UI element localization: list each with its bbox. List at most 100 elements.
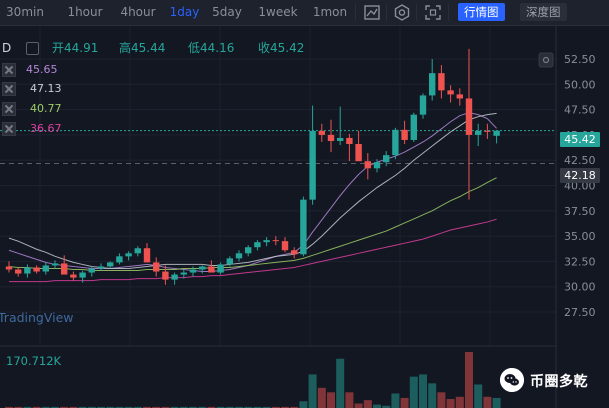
volume-bar [400,397,409,408]
candle-body[interactable] [300,199,307,255]
candle-body[interactable] [199,266,206,270]
volume-bar [115,406,124,408]
interval-1mon[interactable]: 1mon [312,5,348,19]
candle-body[interactable] [217,264,224,273]
candle-body[interactable] [401,129,408,140]
depth-chart-button[interactable]: 深度图 [520,3,567,21]
candle-body[interactable] [419,95,427,115]
volume-bar [455,396,464,408]
candle-body[interactable] [475,130,482,135]
candle-body[interactable] [373,162,381,169]
candle-body[interactable] [171,274,178,280]
volume-bar [32,406,41,408]
interval-1week[interactable]: 1week [258,5,298,19]
candle-body[interactable] [24,267,31,274]
candle-body[interactable] [456,94,463,99]
settings-gear-icon[interactable] [392,3,412,22]
candle-body[interactable] [438,73,445,91]
candlestick-chart[interactable]: 52.5050.0047.5045.0042.5040.0037.5035.00… [0,26,609,408]
volume-bar [391,393,400,408]
candle-body[interactable] [79,272,86,278]
interval-1hour[interactable]: 1hour [67,5,103,19]
candle-body[interactable] [134,248,141,254]
candle-body[interactable] [383,155,390,163]
close-value: 45.42 [270,41,305,55]
market-chart-button[interactable]: 行情图 [458,3,505,21]
candle-body[interactable] [189,269,197,273]
volume-bar [23,406,32,408]
remove-ma-icon[interactable] [2,122,16,136]
volume-bar [446,399,455,408]
candle-body[interactable] [180,272,187,275]
candle-body[interactable] [429,73,436,96]
candle-body[interactable] [309,130,316,200]
volume-bar [271,406,280,408]
candle-body[interactable] [235,253,243,259]
candle-body[interactable] [291,250,298,255]
remove-ma-icon[interactable] [2,102,16,116]
volume-bar [14,406,23,408]
ma-legend-row[interactable]: 36.67 [0,121,80,136]
candle-body[interactable] [465,98,473,135]
candle-body[interactable] [364,161,371,169]
candle-body[interactable] [125,253,132,257]
symbol-fragment: D [2,41,12,55]
candle-body[interactable] [61,263,68,275]
candle-body[interactable] [337,137,344,141]
volume-bar [133,406,142,408]
candle-body[interactable] [263,240,270,243]
candle-body[interactable] [327,134,335,141]
candle-body[interactable] [346,137,353,145]
volume-bar [198,406,207,408]
ma-legend-row[interactable]: 40.77 [0,101,80,116]
ma-legend-row[interactable]: 47.13 [0,81,80,96]
ma-legend-row[interactable]: 45.65 [0,62,80,77]
remove-ma-icon[interactable] [2,82,16,96]
volume-bar [69,406,78,408]
candle-body[interactable] [392,129,399,156]
candle-body[interactable] [116,256,123,263]
candle-body[interactable] [272,240,279,242]
volume-value: 170.712K [6,354,62,368]
interval-4hour[interactable]: 4hour [120,5,156,19]
volume-bar [437,392,446,408]
chart-type-icon[interactable] [362,3,382,22]
candle-body[interactable] [42,265,49,272]
candle-body[interactable] [70,274,77,278]
candle-body[interactable] [281,241,289,251]
candle-body[interactable] [484,130,491,132]
interval-30min[interactable]: 30min [6,5,44,19]
fullscreen-icon[interactable] [423,3,443,22]
candle-body[interactable] [318,130,325,135]
price-tick-label: 42.50 [564,154,596,167]
candle-body[interactable] [143,248,151,263]
candle-body[interactable] [51,263,59,266]
candle-body[interactable] [493,130,500,136]
price-tick-label: 50.00 [564,78,596,91]
scale-settings-icon[interactable] [538,52,554,68]
candle-body[interactable] [107,262,114,267]
candle-body[interactable] [153,262,160,272]
candle-body[interactable] [355,144,362,162]
candle-body[interactable] [245,247,252,254]
candle-body[interactable] [33,267,40,272]
price-tick-label: 37.50 [564,205,596,218]
candle-body[interactable] [226,258,233,265]
moving-average-line [9,218,497,283]
volume-bar [106,406,115,408]
candle-body[interactable] [88,268,95,273]
ma-value: 40.77 [30,102,62,115]
interval-5day[interactable]: 5day [212,5,242,19]
candle-body[interactable] [97,266,105,269]
candle-body[interactable] [410,114,417,140]
candle-body[interactable] [447,90,454,95]
symbol-settings-icon[interactable] [26,42,39,55]
candle-body[interactable] [5,266,13,270]
candle-body[interactable] [254,242,261,248]
candle-body[interactable] [162,271,169,280]
remove-ma-icon[interactable] [2,63,16,77]
candle-body[interactable] [15,269,22,274]
volume-bar [492,397,501,408]
candle-body[interactable] [208,266,215,273]
interval-1day[interactable]: 1day [169,5,200,19]
